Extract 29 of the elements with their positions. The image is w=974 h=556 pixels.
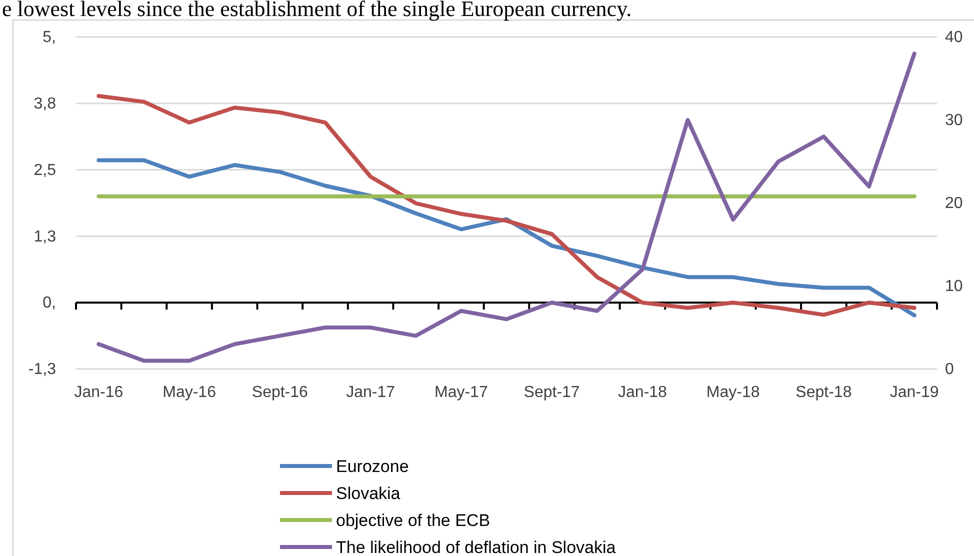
legend-label: The likelihood of deflation in Slovakia xyxy=(336,538,616,556)
line-series xyxy=(96,158,916,318)
y2-tick-label: 0 xyxy=(945,361,954,378)
x-tick-label: May-17 xyxy=(434,384,488,401)
y-tick-label: 3,8 xyxy=(34,96,56,113)
x-tick-label: May-18 xyxy=(706,384,760,401)
x-tick-label: Jan-17 xyxy=(346,384,396,401)
x-tick-label: Jan-19 xyxy=(890,384,939,401)
x-tick-label: Sept-17 xyxy=(524,384,580,401)
legend-label: Slovakia xyxy=(336,484,401,503)
x-tick-label: Sept-16 xyxy=(252,384,308,401)
x-tick-label: Sept-18 xyxy=(796,384,852,401)
y-tick-label: 2,5 xyxy=(34,162,56,179)
legend-label: objective of the ECB xyxy=(336,511,490,530)
text: e lowest levels since the establishment of the single European currency. xyxy=(2,0,632,21)
x-tick-label: May-16 xyxy=(162,384,216,401)
y2-tick-label: 40 xyxy=(945,29,963,46)
y-tick-label: 0, xyxy=(42,294,56,312)
line-series xyxy=(96,94,916,317)
legend-label: Eurozone xyxy=(336,457,409,476)
x-tick-label: Jan-16 xyxy=(74,384,124,401)
y-tick-label: -1,3 xyxy=(28,361,56,378)
y-tick-label: 1,3 xyxy=(34,228,56,246)
y-tick-label: 5, xyxy=(42,29,56,46)
y2-tick-label: 10 xyxy=(945,278,963,296)
y2-tick-label: 20 xyxy=(945,195,963,212)
x-tick-label: Jan-18 xyxy=(618,384,668,401)
y2-tick-label: 30 xyxy=(945,112,963,130)
line-series xyxy=(96,52,916,363)
